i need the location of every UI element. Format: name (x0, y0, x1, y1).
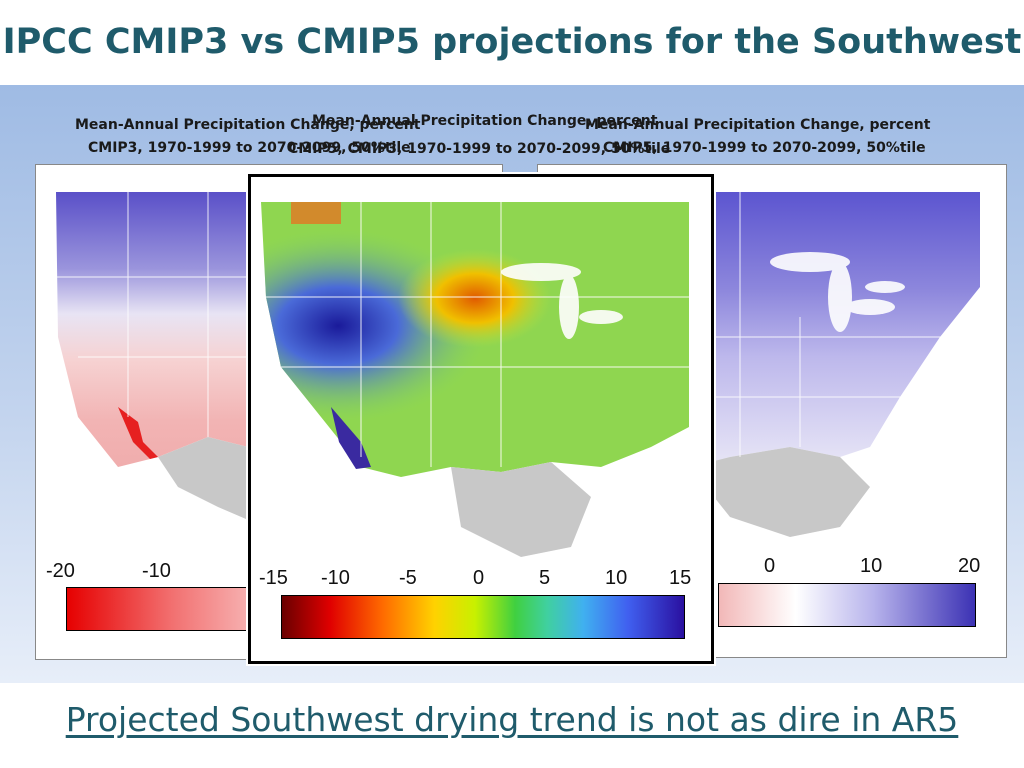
overlay-colorbar-tick: -15 (259, 567, 288, 589)
cmip3-colorbar-tick: -20 (46, 560, 75, 582)
overlay-colorbar-tick: -10 (321, 567, 350, 589)
overlay-colorbar-tick: 15 (669, 567, 692, 589)
footer-link[interactable]: Projected Southwest drying trend is not … (65, 700, 959, 739)
cmip3-colorbar-tick: -10 (142, 560, 171, 582)
slide-title: IPCC CMIP3 vs CMIP5 projections for the … (2, 22, 1022, 62)
cmip5-colorbar-tick: 0 (764, 555, 776, 577)
cmip5-colorbar (718, 583, 976, 627)
overlay-map-panel: -15 -10 -5 0 5 10 15 (248, 174, 714, 664)
overlay-colorbar-tick: -5 (399, 567, 417, 589)
right-map-caption-line1: Mean-Annual Precipitation Change, percen… (585, 117, 931, 133)
overlay-colorbar (281, 595, 685, 639)
center-map-caption-line1: Mean-Annual Precipitation Change, percen… (312, 113, 658, 129)
left-map-caption-line2: CMIP3, 1970-1999 to 2070-2099, 50%tile (88, 140, 411, 156)
cmip5-colorbar-tick: 10 (860, 555, 883, 577)
overlay-colorbar-tick: 10 (605, 567, 628, 589)
cmip5-colorbar-tick: 20 (958, 555, 981, 577)
right-map-caption-line2: CMIP5, 1970-1999 to 2070-2099, 50%tile (603, 140, 926, 156)
center-map-caption-line2: CMIP5, CMIP3, 1970-1999 to 2070-2099, 50… (288, 141, 671, 157)
overlay-precip-map (251, 177, 711, 557)
overlay-colorbar-tick: 5 (539, 567, 551, 589)
left-map-caption-line1: Mean-Annual Precipitation Change, percen… (75, 117, 421, 133)
overlay-colorbar-tick: 0 (473, 567, 485, 589)
cmip3-colorbar (66, 587, 278, 631)
